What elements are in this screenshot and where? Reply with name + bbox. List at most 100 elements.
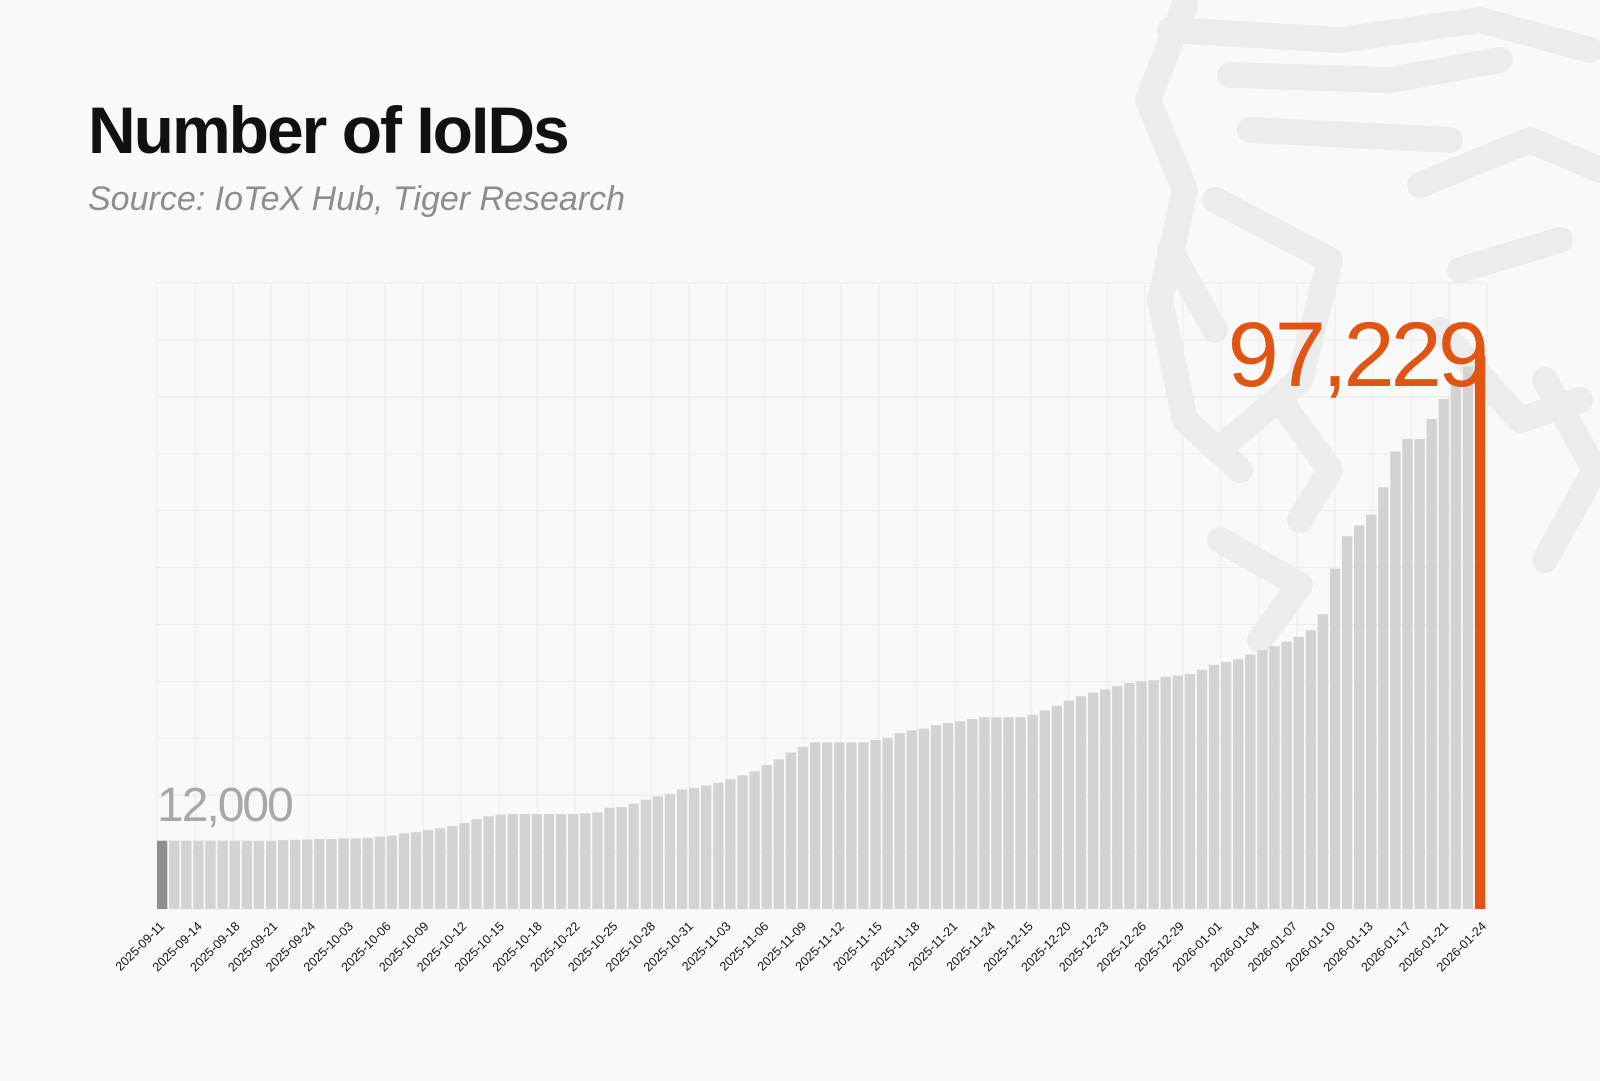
bar bbox=[1063, 700, 1075, 909]
bar bbox=[1221, 662, 1232, 909]
bar bbox=[326, 839, 337, 909]
bar bbox=[556, 813, 567, 909]
bar bbox=[930, 725, 942, 909]
bar bbox=[302, 839, 313, 909]
bar bbox=[737, 775, 748, 909]
bar bbox=[858, 742, 869, 909]
bar bbox=[979, 717, 990, 909]
bar bbox=[181, 840, 192, 909]
bar bbox=[604, 807, 615, 909]
bar bbox=[410, 832, 422, 909]
bar bbox=[290, 839, 301, 909]
bar bbox=[1245, 654, 1256, 909]
bar bbox=[1148, 680, 1159, 909]
bar bbox=[906, 730, 917, 909]
bar bbox=[1378, 487, 1389, 909]
bar bbox=[1136, 681, 1147, 909]
bar bbox=[1184, 673, 1196, 909]
bar bbox=[495, 814, 506, 909]
bar bbox=[834, 742, 845, 909]
bar bbox=[1233, 659, 1244, 909]
bar-first bbox=[157, 840, 168, 909]
bar bbox=[1088, 692, 1099, 909]
x-axis-tick-labels: 2025-09-112025-09-142025-09-182025-09-21… bbox=[113, 919, 1489, 974]
bar bbox=[1100, 689, 1111, 909]
bar bbox=[1317, 614, 1329, 909]
bar bbox=[229, 840, 240, 909]
bar bbox=[1172, 675, 1183, 909]
bar bbox=[447, 825, 458, 909]
bar bbox=[664, 794, 676, 909]
bar bbox=[822, 742, 833, 909]
bar bbox=[1051, 705, 1063, 909]
bar bbox=[1426, 419, 1437, 909]
bar bbox=[253, 840, 265, 909]
bar bbox=[386, 835, 398, 909]
bar bbox=[918, 728, 930, 909]
bar bbox=[761, 765, 772, 909]
bar bbox=[713, 782, 724, 909]
bar bbox=[362, 837, 373, 909]
bar bbox=[398, 833, 410, 909]
bar bbox=[1402, 438, 1413, 909]
bar bbox=[652, 796, 664, 909]
bar bbox=[1354, 525, 1365, 909]
bar bbox=[241, 840, 252, 909]
bar bbox=[217, 840, 228, 909]
bar bbox=[193, 840, 204, 909]
bar bbox=[1329, 568, 1341, 909]
bar bbox=[676, 789, 688, 909]
bar bbox=[1390, 451, 1401, 909]
end-value-label: 97,229 bbox=[1228, 304, 1485, 406]
bar bbox=[1269, 646, 1280, 909]
bar bbox=[942, 722, 954, 909]
bar bbox=[1196, 669, 1208, 909]
bar bbox=[169, 840, 180, 909]
bar bbox=[459, 823, 470, 909]
bar bbox=[1341, 536, 1353, 909]
bar bbox=[773, 759, 784, 909]
bar bbox=[955, 721, 966, 909]
bar bbox=[797, 746, 809, 909]
bar bbox=[1039, 710, 1050, 909]
bar bbox=[1208, 664, 1220, 909]
chart-title: Number of IoIDs bbox=[88, 93, 570, 167]
bar bbox=[592, 812, 603, 909]
bar bbox=[543, 813, 555, 909]
bar bbox=[568, 813, 579, 909]
bar bbox=[1257, 650, 1268, 909]
bar bbox=[507, 813, 518, 909]
bar bbox=[423, 829, 434, 909]
bar bbox=[435, 828, 446, 909]
bar bbox=[1414, 438, 1425, 909]
bar bbox=[471, 819, 482, 909]
bar bbox=[967, 718, 978, 909]
bar bbox=[1293, 636, 1304, 909]
bar bbox=[531, 813, 543, 909]
bar bbox=[1450, 381, 1462, 909]
bar bbox=[1160, 676, 1171, 909]
bar bbox=[483, 816, 494, 909]
bar bbox=[628, 803, 639, 909]
bar bbox=[1305, 630, 1316, 909]
bar bbox=[277, 840, 289, 909]
bar bbox=[870, 739, 881, 909]
start-value-label: 12,000 bbox=[157, 779, 292, 832]
bar bbox=[991, 717, 1002, 909]
bar bbox=[689, 787, 700, 909]
bar bbox=[1015, 717, 1026, 909]
bar bbox=[205, 840, 216, 909]
bar bbox=[374, 836, 385, 909]
bar bbox=[1366, 514, 1377, 909]
bar bbox=[1112, 685, 1123, 909]
chart-subtitle: Source: IoTeX Hub, Tiger Research bbox=[88, 180, 626, 218]
bar bbox=[519, 813, 531, 909]
bar bbox=[265, 840, 277, 909]
bar bbox=[882, 737, 893, 909]
bar-latest bbox=[1474, 355, 1486, 909]
bar bbox=[1075, 696, 1087, 909]
bar bbox=[1281, 641, 1292, 909]
bar bbox=[846, 742, 857, 909]
bar bbox=[338, 838, 349, 909]
